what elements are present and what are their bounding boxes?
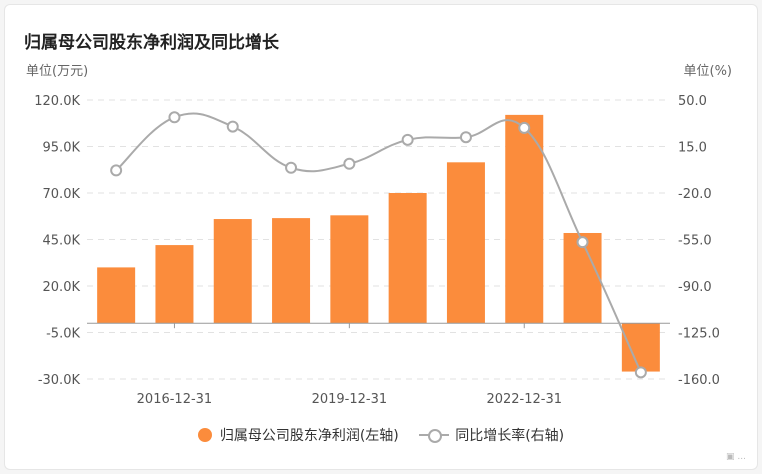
legend-label-profit: 归属母公司股东净利润(左轴) — [219, 428, 399, 444]
growth-point — [226, 120, 239, 133]
legend-line-swatch — [419, 428, 450, 443]
right-tick-label: -20.0 — [678, 187, 712, 202]
right-tick-label: 15.0 — [678, 141, 707, 156]
left-tick-label: -5.0K — [46, 327, 80, 342]
left-tick-label: 20.0K — [43, 280, 81, 295]
growth-line — [115, 112, 642, 373]
bar — [446, 162, 485, 324]
bar — [155, 245, 194, 324]
right-tick-label: -125.0 — [678, 327, 720, 342]
left-tick-label: 45.0K — [43, 234, 81, 249]
legend-label-growth: 同比增长率(右轴) — [455, 428, 565, 444]
x-tick-label: 2022-12-31 — [486, 392, 562, 407]
left-axis-unit: 单位(万元) — [26, 64, 89, 79]
bar — [213, 219, 252, 324]
growth-point — [285, 161, 298, 174]
growth-point — [110, 164, 123, 177]
x-tick-label: 2019-12-31 — [312, 392, 388, 407]
legend-bar-swatch — [197, 428, 212, 442]
left-tick-label: 95.0K — [43, 141, 81, 156]
bar — [330, 215, 369, 324]
right-axis-unit: 单位(%) — [683, 64, 733, 79]
left-tick-label: -30.0K — [38, 373, 81, 388]
chart-card — [4, 4, 758, 470]
left-tick-label: 120.0K — [34, 94, 80, 109]
left-tick-label: 70.0K — [43, 187, 81, 202]
growth-point — [634, 366, 647, 379]
bar — [505, 114, 544, 324]
bar — [97, 267, 136, 324]
x-tick-label: 2016-12-31 — [137, 392, 213, 407]
growth-point — [576, 236, 589, 249]
growth-point — [343, 157, 356, 170]
watermark-text: ... — [737, 452, 746, 462]
right-tick-label: -55.0 — [678, 234, 712, 249]
growth-point — [401, 133, 414, 146]
right-tick-label: -90.0 — [678, 280, 712, 295]
legend-item-growth[interactable]: 同比增长率(右轴) — [419, 425, 564, 445]
legend-item-profit[interactable]: 归属母公司股东净利润(左轴) — [197, 425, 399, 445]
right-tick-label: 50.0 — [678, 94, 707, 109]
bar — [272, 218, 311, 324]
bar — [388, 193, 427, 324]
growth-point — [518, 121, 531, 134]
chart-title: 归属母公司股东净利润及同比增长 — [24, 33, 279, 53]
legend: 归属母公司股东净利润(左轴) 同比增长率(右轴) — [0, 425, 762, 446]
bar — [621, 323, 660, 372]
watermark-logo: ▣ ... — [726, 452, 746, 462]
right-tick-label: -160.0 — [678, 373, 720, 388]
growth-point — [459, 131, 472, 144]
growth-point — [168, 111, 181, 124]
